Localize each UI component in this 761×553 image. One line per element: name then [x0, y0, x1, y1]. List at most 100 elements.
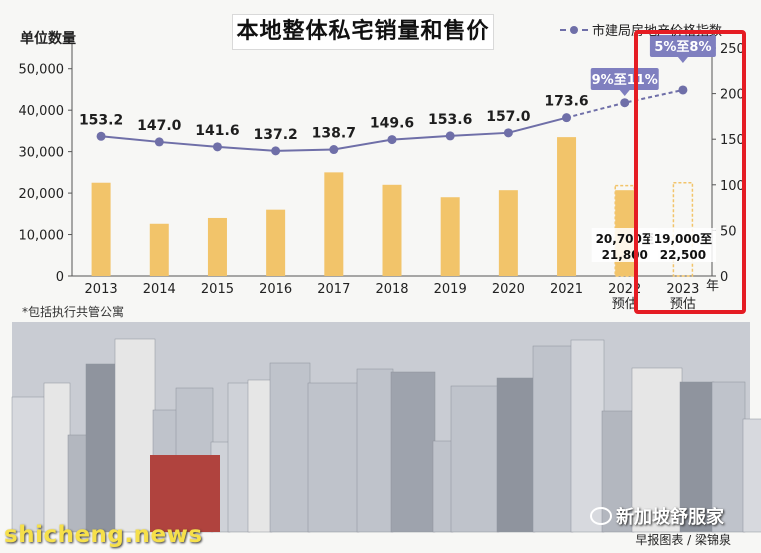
- bar: [440, 197, 460, 276]
- building: [631, 367, 683, 533]
- y-tick-label-right: 250: [720, 42, 745, 57]
- building: [11, 396, 47, 533]
- callout: 5%至8%: [649, 35, 716, 63]
- data-label: 153.6: [428, 112, 472, 128]
- y-tick-label-right: 200: [720, 88, 745, 103]
- city-fade: [12, 292, 750, 322]
- title-box: 本地整体私宅销量和售价: [232, 14, 494, 50]
- x-tick-label: 2020: [492, 282, 525, 297]
- y-tick-label-right: 100: [720, 179, 745, 194]
- callout-box: [590, 68, 659, 90]
- bar: [324, 172, 344, 276]
- x-tick-label: 预估: [612, 297, 638, 312]
- footnote: *包括执行共管公寓: [22, 305, 125, 319]
- data-label: 173.6: [544, 94, 588, 110]
- wechat-badge: 新加坡舒服家: [590, 503, 724, 529]
- building-red: [150, 455, 220, 532]
- y-tick-label-left: 30,000: [19, 146, 65, 161]
- range-label-bg: [591, 228, 658, 262]
- x-tick-label: 2022: [608, 282, 641, 297]
- price-index-point: [212, 142, 222, 152]
- y-tick-label-left: 10,000: [19, 229, 65, 244]
- building: [496, 377, 536, 533]
- range-label-text: 19,000至: [654, 232, 712, 246]
- x-tick-label: 2023: [666, 282, 699, 297]
- callout-text: 5%至8%: [654, 40, 711, 55]
- price-index-point: [678, 85, 688, 95]
- building: [742, 418, 761, 533]
- building: [247, 379, 273, 533]
- data-label: 138.7: [312, 126, 356, 142]
- x-tick-label: 2016: [259, 282, 292, 297]
- range-label: 19,000至 22,500: [649, 228, 716, 262]
- building: [450, 385, 500, 533]
- price-index-point: [96, 131, 106, 141]
- building: [679, 381, 715, 533]
- y-tick-label-right: 0: [720, 270, 728, 285]
- bar: [498, 190, 518, 276]
- price-index-point: [503, 128, 513, 138]
- data-label: 147.0: [137, 118, 182, 134]
- x-tick-label: 2015: [201, 282, 234, 297]
- y-axis-left-label: 单位数量: [20, 31, 76, 47]
- price-index-line-forecast: [566, 88, 684, 119]
- bar: [149, 223, 169, 276]
- building: [356, 368, 394, 533]
- building: [269, 362, 311, 533]
- x-tick-label: 2019: [434, 282, 467, 297]
- price-index-point: [387, 135, 397, 145]
- building: [114, 338, 156, 533]
- price-index-point: [562, 113, 572, 123]
- bar: [557, 137, 577, 276]
- building: [532, 345, 574, 533]
- wechat-label: 新加坡舒服家: [616, 507, 724, 528]
- building: [307, 382, 360, 533]
- y-tick-label-left: 40,000: [19, 104, 65, 119]
- x-tick-label: 预估: [670, 297, 696, 312]
- price-index-point: [271, 146, 281, 156]
- y-tick-label-left: 0: [56, 270, 64, 285]
- callout-pointer: [677, 57, 688, 63]
- building: [85, 363, 118, 533]
- data-label: 149.6: [370, 116, 414, 132]
- price-index-point: [154, 137, 164, 147]
- y-tick-label-right: 150: [720, 133, 745, 148]
- callout-text: 9%至11%: [592, 73, 658, 88]
- x-tick-label: 2018: [375, 282, 408, 297]
- x-tick-label: 2017: [317, 282, 350, 297]
- wechat-icon: [590, 507, 612, 525]
- y-tick-label-left: 20,000: [19, 187, 65, 202]
- bar: [207, 217, 227, 276]
- building: [711, 381, 746, 533]
- x-tick-label: 2021: [550, 282, 583, 297]
- watermark: shicheng.news: [4, 522, 203, 548]
- legend-line-icon: [560, 25, 588, 34]
- callout: 9%至11%: [590, 68, 659, 96]
- callout-pointer: [619, 90, 630, 96]
- chart-title: 本地整体私宅销量和售价: [236, 19, 490, 44]
- range-label-bg: [649, 228, 716, 262]
- data-label: 141.6: [195, 123, 239, 139]
- price-index-point: [445, 131, 455, 141]
- building: [43, 382, 71, 533]
- credit: 早报图表 / 梁锦泉: [635, 533, 731, 547]
- building: [570, 339, 605, 533]
- data-label: 157.0: [486, 109, 531, 125]
- x-tick-label: 2014: [143, 282, 176, 297]
- legend-dot-icon: [570, 25, 578, 34]
- callout-box: [649, 35, 716, 57]
- range-label-text: 20,700至: [596, 232, 654, 246]
- y-tick-label-left: 50,000: [19, 63, 65, 78]
- highlight-box: [634, 30, 746, 314]
- x-axis-unit: 年: [706, 279, 719, 294]
- price-index-point: [620, 98, 630, 108]
- range-label-text: 22,500: [660, 248, 706, 262]
- data-label: 153.2: [79, 112, 123, 128]
- x-tick-label: 2013: [85, 282, 118, 297]
- y-tick-label-right: 50: [720, 224, 737, 239]
- price-index-point: [329, 145, 339, 155]
- bar: [382, 184, 402, 276]
